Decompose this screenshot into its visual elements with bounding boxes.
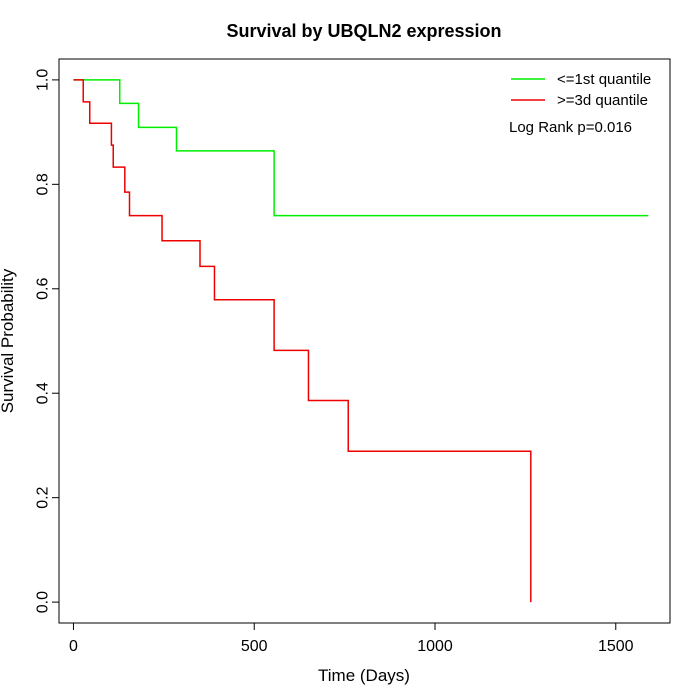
y-axis: 0.0 0.2 0.4 0.6 0.8 1.0 [35, 69, 60, 613]
legend-label-low: <=1st quantile [557, 71, 651, 88]
x-tick-label: 1500 [598, 638, 634, 655]
y-tick-label: 1.0 [35, 69, 52, 91]
y-tick-label: 0.2 [35, 486, 52, 508]
legend: <=1st quantile >=3d quantile [511, 71, 651, 109]
x-tick-label: 1000 [417, 638, 453, 655]
y-axis-label: Survival Probability [0, 268, 17, 413]
series-line-high [73, 79, 532, 603]
y-tick-label: 0.6 [35, 278, 52, 300]
series-line-low [73, 79, 649, 217]
chart-title: Survival by UBQLN2 expression [226, 21, 501, 41]
x-tick-label: 0 [69, 638, 78, 655]
legend-label-high: >=3d quantile [557, 92, 648, 109]
x-axis-label: Time (Days) [318, 666, 410, 685]
y-tick-label: 0.8 [35, 173, 52, 195]
y-tick-label: 0.4 [35, 382, 52, 404]
x-axis: 0 500 1000 1500 [69, 622, 634, 655]
series-layer [73, 79, 649, 603]
y-tick-label: 0.0 [35, 591, 52, 613]
log-rank-annotation: Log Rank p=0.016 [509, 119, 632, 136]
plot-frame [58, 58, 671, 624]
x-tick-label: 500 [241, 638, 268, 655]
